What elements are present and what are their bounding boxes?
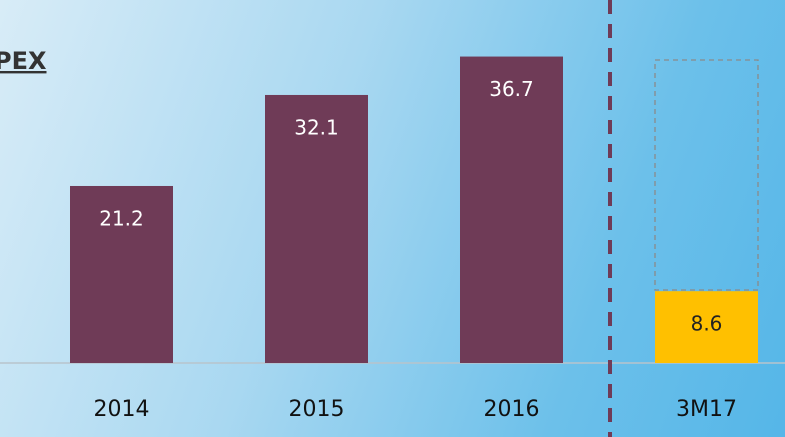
x-tick-label: 3M17 bbox=[676, 397, 737, 422]
bar bbox=[655, 291, 758, 363]
bar bbox=[70, 185, 173, 363]
dashed-outline bbox=[654, 59, 759, 291]
x-tick-label: 2015 bbox=[289, 397, 345, 422]
x-tick-label: 2016 bbox=[484, 397, 540, 422]
value-label: 8.6 bbox=[691, 312, 723, 336]
value-label: 32.1 bbox=[294, 115, 339, 139]
bar bbox=[265, 94, 368, 363]
value-label: 21.2 bbox=[99, 206, 144, 230]
bar bbox=[460, 56, 563, 364]
chart-title: PEX bbox=[0, 47, 47, 75]
value-label: 36.7 bbox=[489, 77, 534, 101]
x-tick-label: 2014 bbox=[94, 397, 150, 422]
